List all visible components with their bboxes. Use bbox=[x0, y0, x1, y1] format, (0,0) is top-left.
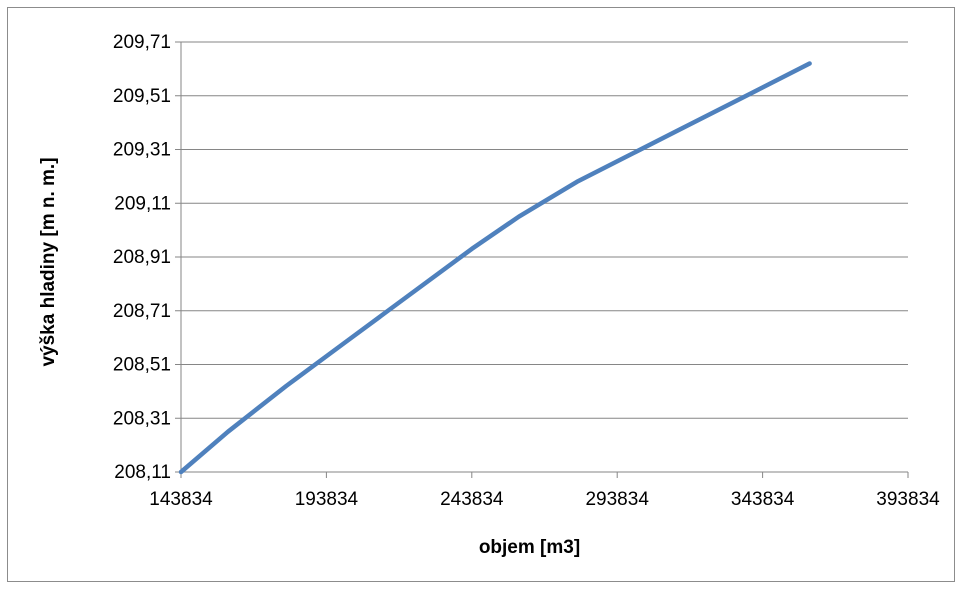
y-axis-title: výška hladiny [m n. m.] bbox=[38, 157, 59, 366]
x-tick-label: 343834 bbox=[731, 489, 795, 510]
y-tick-label: 209,51 bbox=[113, 86, 171, 107]
series-line bbox=[178, 61, 812, 475]
y-tick-label: 209,71 bbox=[113, 32, 171, 53]
tick-labels: 208,11 208,31 208,51 208,71 208,91 209,11 209,… bbox=[113, 32, 940, 510]
chart-area: 208,11 208,31 208,51 208,71 208,91 209,11 209,… bbox=[7, 7, 955, 582]
y-tick-label: 208,31 bbox=[113, 408, 171, 429]
y-tick-label: 208,71 bbox=[113, 301, 171, 322]
x-tick-label: 193834 bbox=[295, 489, 359, 510]
gridlines bbox=[175, 41, 908, 473]
x-tick-label: 143834 bbox=[149, 489, 213, 510]
x-tick-label: 243834 bbox=[440, 489, 504, 510]
y-tick-label: 208,51 bbox=[113, 355, 171, 376]
series-layer bbox=[178, 61, 812, 475]
axes bbox=[180, 42, 909, 478]
x-tick-label: 393834 bbox=[876, 489, 940, 510]
y-tick-label: 209,11 bbox=[114, 193, 171, 214]
line-chart: 208,11 208,31 208,51 208,71 208,91 209,11 209,… bbox=[38, 32, 940, 558]
x-axis-title: objem [m3] bbox=[479, 537, 580, 558]
y-tick-label: 208,91 bbox=[113, 247, 171, 268]
y-tick-label: 208,11 bbox=[114, 462, 171, 483]
y-tick-label: 209,31 bbox=[113, 140, 171, 161]
x-tick-label: 293834 bbox=[585, 489, 649, 510]
